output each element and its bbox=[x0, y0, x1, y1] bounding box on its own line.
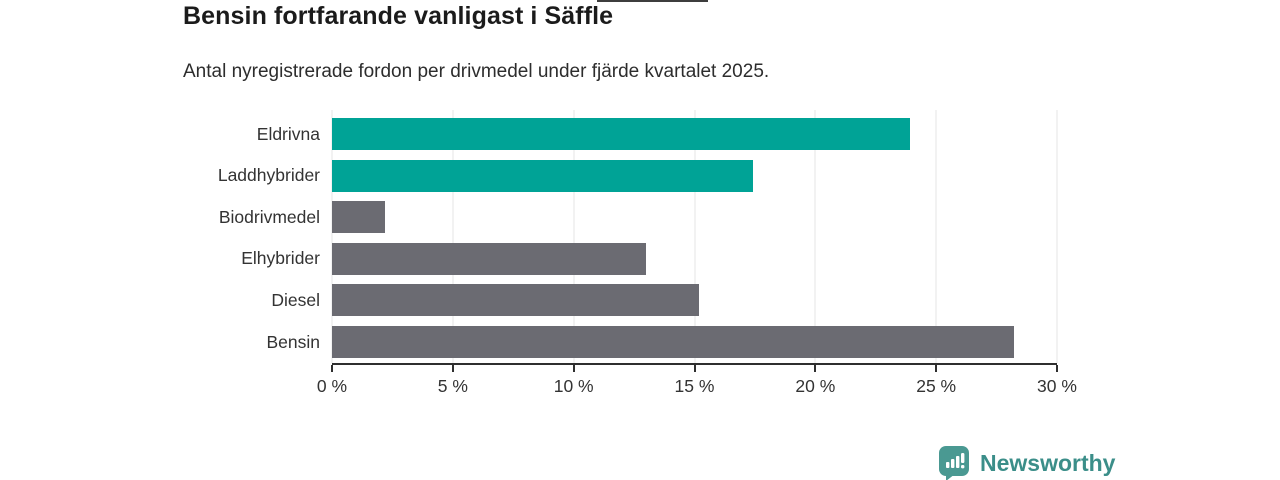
x-tick-label-5: 5 % bbox=[437, 376, 468, 396]
x-tick-label-15: 15 % bbox=[674, 376, 715, 396]
bar-laddhybrider bbox=[332, 159, 753, 192]
gridline-15 bbox=[694, 110, 695, 363]
newsworthy-logo: Newsworthy bbox=[938, 445, 1115, 480]
gridline-25 bbox=[935, 110, 937, 363]
x-tick-30 bbox=[1056, 365, 1058, 372]
category-label-laddhybrider: Laddhybrider bbox=[217, 165, 320, 186]
bar-elhybrider bbox=[332, 242, 647, 275]
x-tick-10 bbox=[572, 365, 575, 372]
x-tick-label-0: 0 % bbox=[316, 376, 348, 396]
gridline-0 bbox=[331, 110, 333, 363]
plot-area bbox=[331, 110, 1058, 363]
gridline-20 bbox=[814, 110, 816, 363]
newsworthy-wordmark: Newsworthy bbox=[980, 449, 1116, 476]
category-label-diesel: Diesel bbox=[271, 289, 320, 310]
x-tick-5 bbox=[451, 365, 454, 372]
category-label-eldrivna: Eldrivna bbox=[256, 123, 320, 144]
x-tick-label-30: 30 % bbox=[1037, 376, 1077, 396]
gridline-5 bbox=[452, 110, 454, 363]
x-axis: 0 % 5 % 10 % 15 % 20 % 25 % 30 % bbox=[317, 363, 1077, 405]
category-label-elhybrider: Elhybrider bbox=[241, 248, 320, 269]
bar-chart-speech-bubble-icon bbox=[939, 446, 969, 480]
category-label-biodrivmedel: Biodrivmedel bbox=[218, 206, 320, 227]
bar-eldrivna bbox=[332, 118, 910, 150]
chart-subtitle: Antal nyregistrerade fordon per drivmede… bbox=[183, 61, 770, 82]
x-tick-25 bbox=[935, 365, 938, 372]
x-tick-0 bbox=[331, 365, 333, 372]
bar-diesel bbox=[332, 284, 700, 317]
gridline-30 bbox=[1056, 110, 1058, 363]
x-tick-label-10: 10 % bbox=[553, 376, 594, 396]
x-tick-20 bbox=[814, 365, 817, 372]
bar-biodrivmedel bbox=[332, 201, 386, 234]
gridline-10 bbox=[573, 110, 575, 363]
x-tick-label-25: 25 % bbox=[916, 376, 957, 396]
bar-bensin bbox=[332, 326, 1014, 358]
x-tick-15 bbox=[693, 365, 696, 372]
top-crop-artifact bbox=[597, 0, 708, 2]
category-label-bensin: Bensin bbox=[266, 331, 320, 352]
x-tick-label-20: 20 % bbox=[795, 376, 836, 396]
chart-title: Bensin fortfarande vanligast i Säffle bbox=[183, 2, 614, 30]
x-axis-line bbox=[332, 363, 1057, 365]
